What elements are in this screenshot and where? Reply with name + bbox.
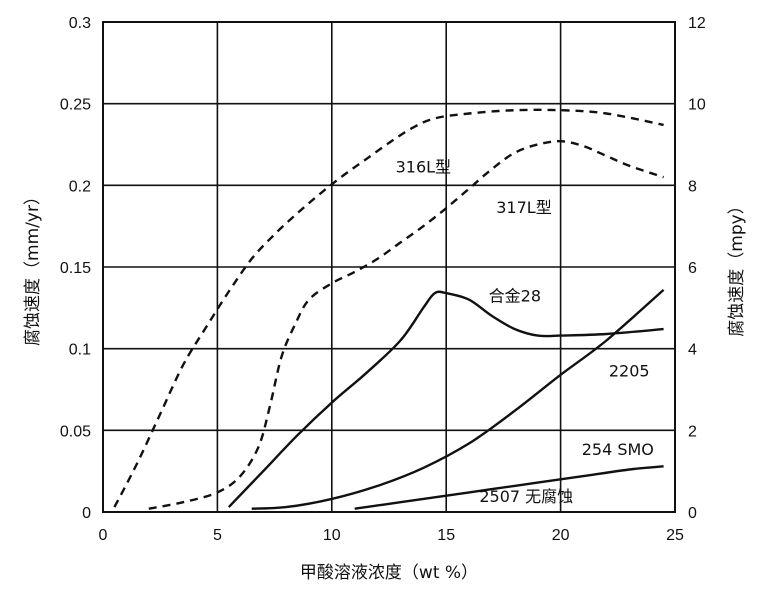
y-axis-title: 腐蚀速度（mm/yr） [23,188,43,346]
tick-labels: 0 5 10 15 20 2500.050.10.150.20.250.302468101… [60,15,706,544]
x-tick-label: 5 [213,527,222,544]
y2-axis-title: 腐蚀速度（mpy） [727,197,747,336]
y-tick-label: 0 [82,505,91,522]
x-tick-label: 25 [666,527,684,544]
series-line-3 [251,288,665,510]
y-tick-label: 0.2 [69,178,91,195]
y2-tick-label: 4 [688,342,697,359]
y2-tick-label: 2 [688,423,697,440]
y2-tick-label: 10 [688,97,706,114]
x-tick-label: 20 [552,527,570,544]
series-label: 254 SMO [582,440,654,459]
y-tick-label: 0.3 [69,15,91,32]
y-tick-label: 0.25 [60,97,91,114]
y2-tick-label: 6 [688,260,697,277]
annotation-2507: 2507 无腐蚀 [479,487,573,506]
x-tick-label: 10 [323,527,341,544]
series-label: 317L型 [496,198,551,217]
y2-tick-label: 8 [688,178,697,195]
x-tick-label: 15 [437,527,455,544]
y2-tick-label: 12 [688,15,706,32]
x-tick-label: 0 [99,527,108,544]
y-tick-label: 0.05 [60,423,91,440]
series-label: 316L型 [396,157,451,176]
series-line-0 [113,108,664,508]
plot-frame [102,21,676,513]
y-tick-label: 0.1 [69,342,91,359]
series-label: 合金28 [489,286,541,305]
series-label: 2205 [609,361,650,380]
grid-lines [102,21,676,513]
y-tick-label: 0.15 [60,260,91,277]
series-line-1 [148,139,664,510]
series-line-2 [227,290,664,508]
series-layer [113,108,665,510]
y2-tick-label: 0 [688,505,697,522]
series-line-4 [354,465,664,510]
x-axis-title: 甲酸溶液浓度（wt %） [300,563,478,583]
